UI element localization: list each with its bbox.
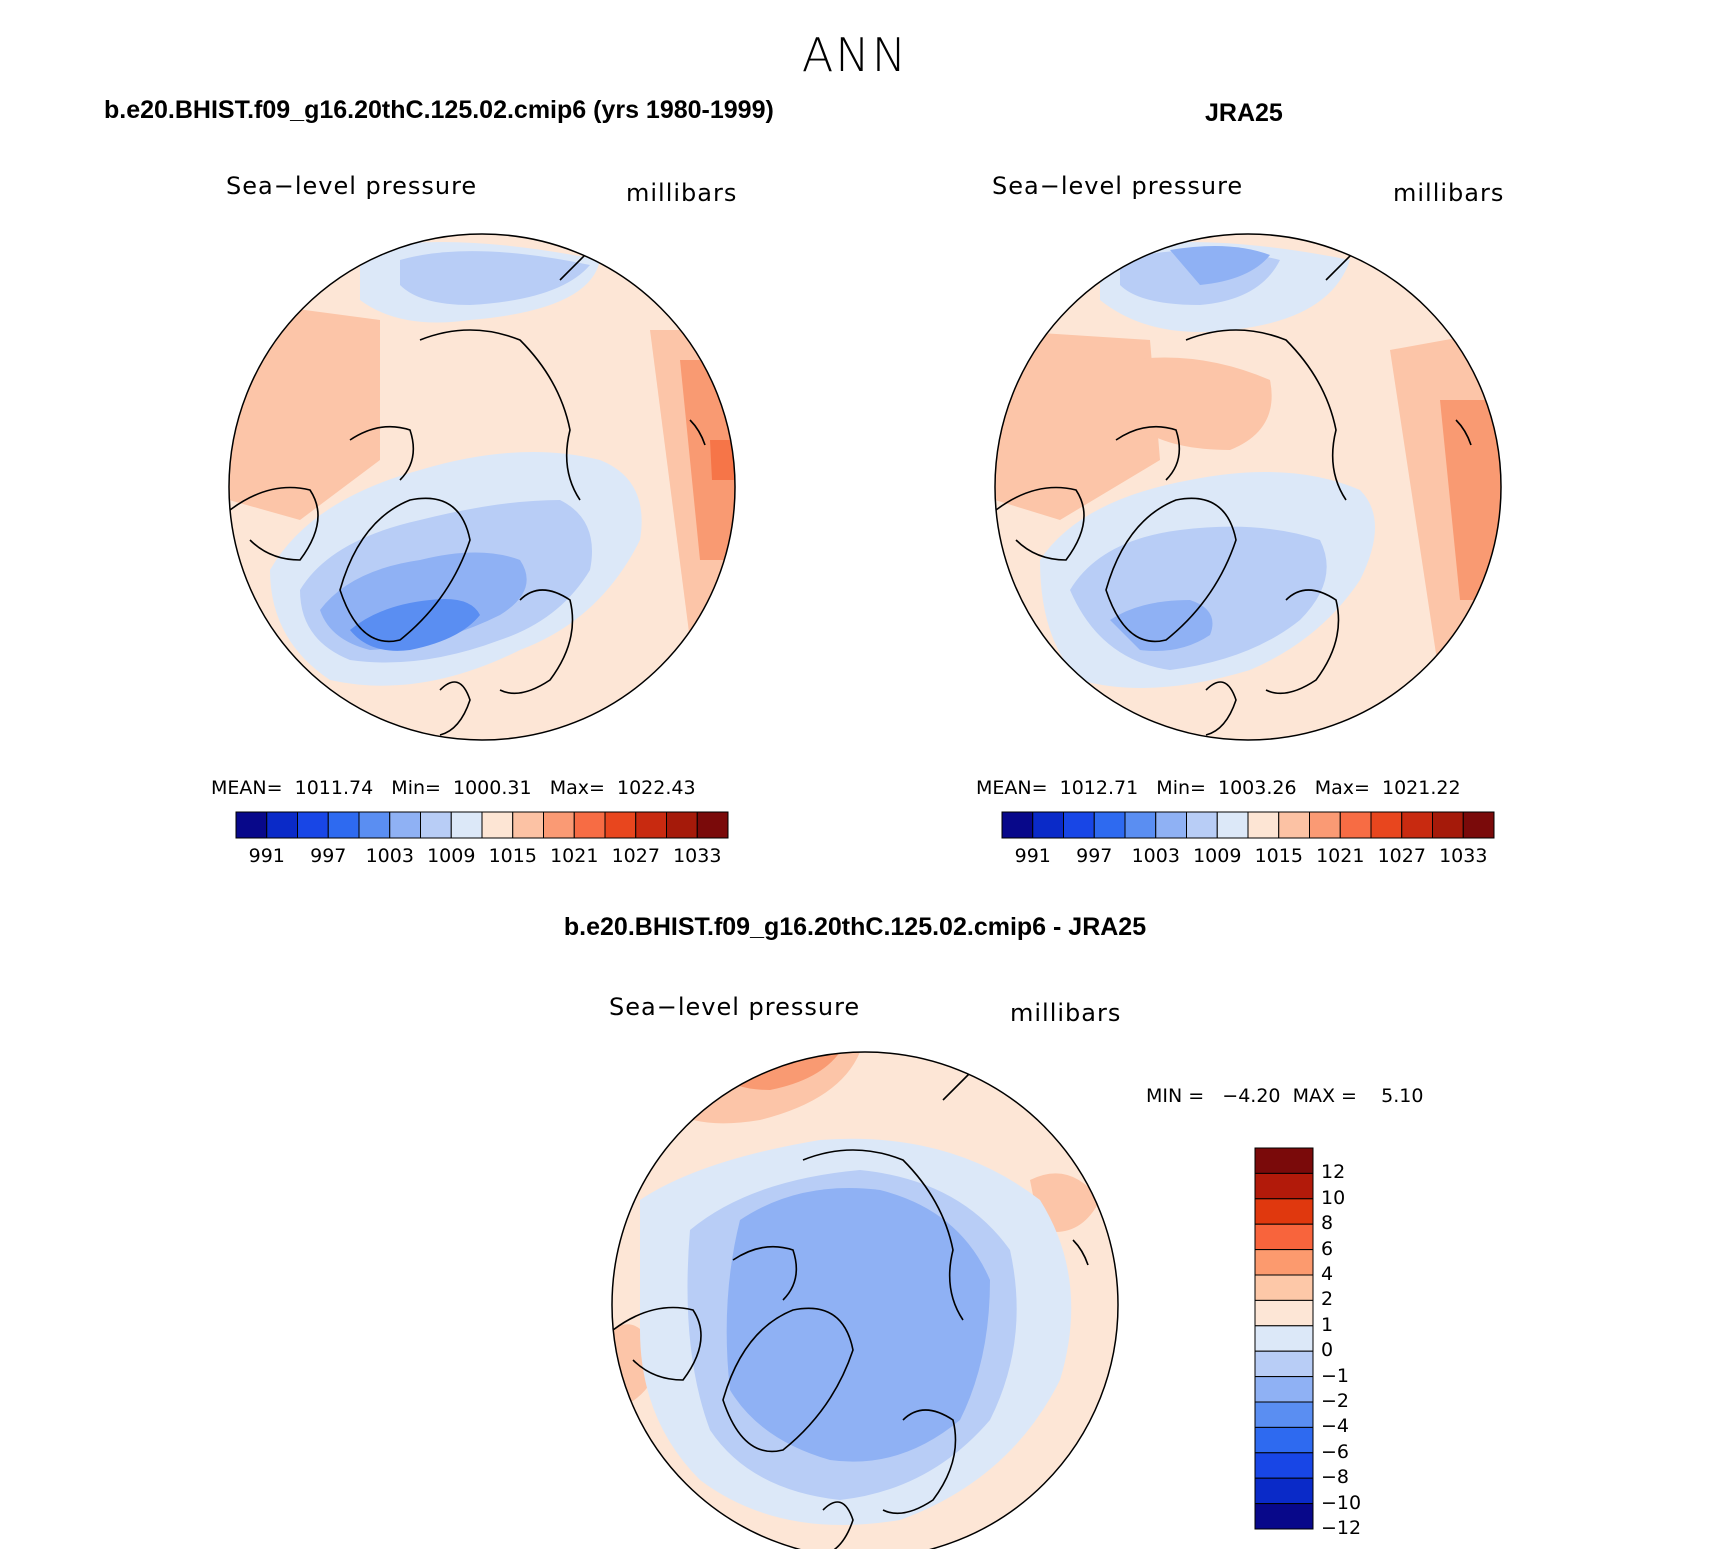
diff-colorbar-swatch [1254,1350,1314,1378]
panel3-title: b.e20.BHIST.f09_g16.20thC.125.02.cmip6 -… [563,913,1147,941]
panel1-colorbar-swatch [635,811,667,839]
panel2-map [994,233,1502,741]
panel2-colorbar-swatch [1093,811,1126,839]
panel2-units: millibars [1393,179,1505,207]
panel1-colorbar-swatch [450,811,483,839]
panel1-colorbar-swatch [481,811,514,839]
panel1-colorbar-tick-label: 1033 [673,845,722,867]
panel2-colorbar-swatch [1462,811,1495,839]
panel2-colorbar-swatch [1063,811,1095,839]
panel2-colorbar-tick-label: 997 [1076,845,1113,867]
diff-colorbar-tick-label: −1 [1321,1364,1350,1387]
panel2-colorbar-swatch [1247,811,1280,839]
panel2-colorbar-swatch [1186,811,1218,839]
panel3-variable: Sea−level pressure [609,993,861,1021]
panel2-colorbar-swatch [1124,811,1157,839]
panel1-colorbar-swatch [235,811,268,839]
panel2-colorbar-tick-label: 1003 [1131,845,1180,867]
diff-colorbar-tick-label: −10 [1321,1491,1362,1514]
diff-colorbar-swatch [1254,1147,1314,1174]
diff-colorbar-swatch [1254,1274,1314,1301]
panel1-colorbar-tick-label: 997 [310,845,347,867]
panel1-title: b.e20.BHIST.f09_g16.20thC.125.02.cmip6 (… [104,96,774,124]
panel1-colorbar-tick-label: 1027 [611,845,660,867]
panel1-colorbar-swatch [420,811,452,839]
panel1-map [228,233,736,741]
diff-colorbar-swatch [1254,1299,1314,1327]
diff-colorbar-swatch [1254,1426,1314,1454]
panel1-colorbar-tick-label: 1021 [550,845,599,867]
panel1-colorbar-tick-label: 1009 [427,845,476,867]
diff-colorbar-tick-label: −12 [1321,1517,1362,1539]
panel2-colorbar-tick-label: 1027 [1377,845,1426,867]
diff-colorbar-tick-label: 6 [1321,1237,1334,1260]
diff-colorbar-tick-label: −2 [1321,1390,1350,1412]
diff-colorbar-tick-label: 1 [1321,1313,1334,1336]
panel1-colorbar-swatch [666,811,698,839]
panel1-colorbar-tick-label: 1003 [365,845,414,867]
panel3-units: millibars [1010,999,1122,1027]
diff-colorbar-tick-label: 2 [1321,1288,1334,1311]
diff-colorbar-tick-label: −6 [1321,1440,1350,1463]
panel2-colorbar-tick-label: 1009 [1193,845,1242,867]
panel2-colorbar-swatch [1155,811,1187,839]
season-title: ANN [801,28,909,82]
panel2-colorbar-swatch [1216,811,1249,839]
panel2-colorbar-tick-label: 991 [1014,845,1051,867]
panel2-colorbar-tick-label: 1015 [1254,845,1303,867]
panel2-colorbar [1001,811,1495,839]
panel2-colorbar-swatch [1032,811,1064,839]
panel3-stats: MIN = −4.20 MAX = 5.10 [1146,1085,1424,1107]
diff-colorbar-swatch [1254,1503,1314,1530]
panel1-units: millibars [626,179,738,207]
diff-colorbar-swatch [1254,1452,1314,1479]
panel2-stats: MEAN= 1012.71 Min= 1003.26 Max= 1021.22 [976,777,1461,799]
panel2-colorbar-tick-label: 1033 [1439,845,1488,867]
panel1-colorbar-swatch [266,811,298,839]
diff-colorbar-swatch [1254,1325,1314,1352]
diff-colorbar-tick-label: −8 [1321,1466,1350,1489]
diff-colorbar-swatch [1254,1401,1314,1428]
panel1-colorbar-swatch [573,811,606,839]
panel1-stats: MEAN= 1011.74 Min= 1000.31 Max= 1022.43 [211,777,696,799]
panel1-colorbar-swatch [389,811,421,839]
panel1-colorbar-swatch [327,811,360,839]
diff-colorbar-swatch [1254,1249,1314,1276]
panel2-variable: Sea−level pressure [992,172,1244,200]
panel1-colorbar-swatch [297,811,329,839]
panel2-colorbar-swatch [1401,811,1433,839]
panel1-colorbar-swatch [512,811,544,839]
diff-colorbar-tick-label: 4 [1321,1263,1334,1285]
panel2-colorbar-swatch [1001,811,1034,839]
panel3-map [611,1051,1119,1549]
panel1-colorbar-swatch [604,811,637,839]
panel2-colorbar-tick-label: 1021 [1316,845,1365,867]
panel2-colorbar-swatch [1339,811,1372,839]
panel2-colorbar-swatch [1309,811,1341,839]
diff-colorbar-tick-label: 10 [1321,1186,1346,1209]
panel2-colorbar-swatch [1370,811,1403,839]
diff-colorbar-tick-label: 12 [1321,1161,1346,1184]
panel1-colorbar-swatch [696,811,729,839]
panel1-colorbar [235,811,729,839]
panel1-colorbar-tick-label: 1015 [488,845,537,867]
diff-colorbar-tick-label: 8 [1321,1212,1334,1235]
panel1-colorbar-swatch [543,811,575,839]
diff-colorbar-tick-label: 0 [1321,1339,1334,1362]
panel2-colorbar-swatch [1278,811,1310,839]
panel1-variable: Sea−level pressure [226,172,478,200]
diff-colorbar-swatch [1254,1376,1314,1403]
diff-colorbar-swatch [1254,1477,1314,1505]
diff-colorbar-swatch [1254,1223,1314,1251]
diff-colorbar-tick-label: −4 [1321,1415,1350,1438]
panel1-colorbar-swatch [358,811,391,839]
panel2-title: JRA25 [1205,99,1283,127]
diff-colorbar [1254,1147,1314,1530]
panel2-colorbar-swatch [1432,811,1464,839]
panel1-colorbar-tick-label: 991 [248,845,285,867]
diff-colorbar-swatch [1254,1198,1314,1225]
diff-colorbar-swatch [1254,1172,1314,1200]
